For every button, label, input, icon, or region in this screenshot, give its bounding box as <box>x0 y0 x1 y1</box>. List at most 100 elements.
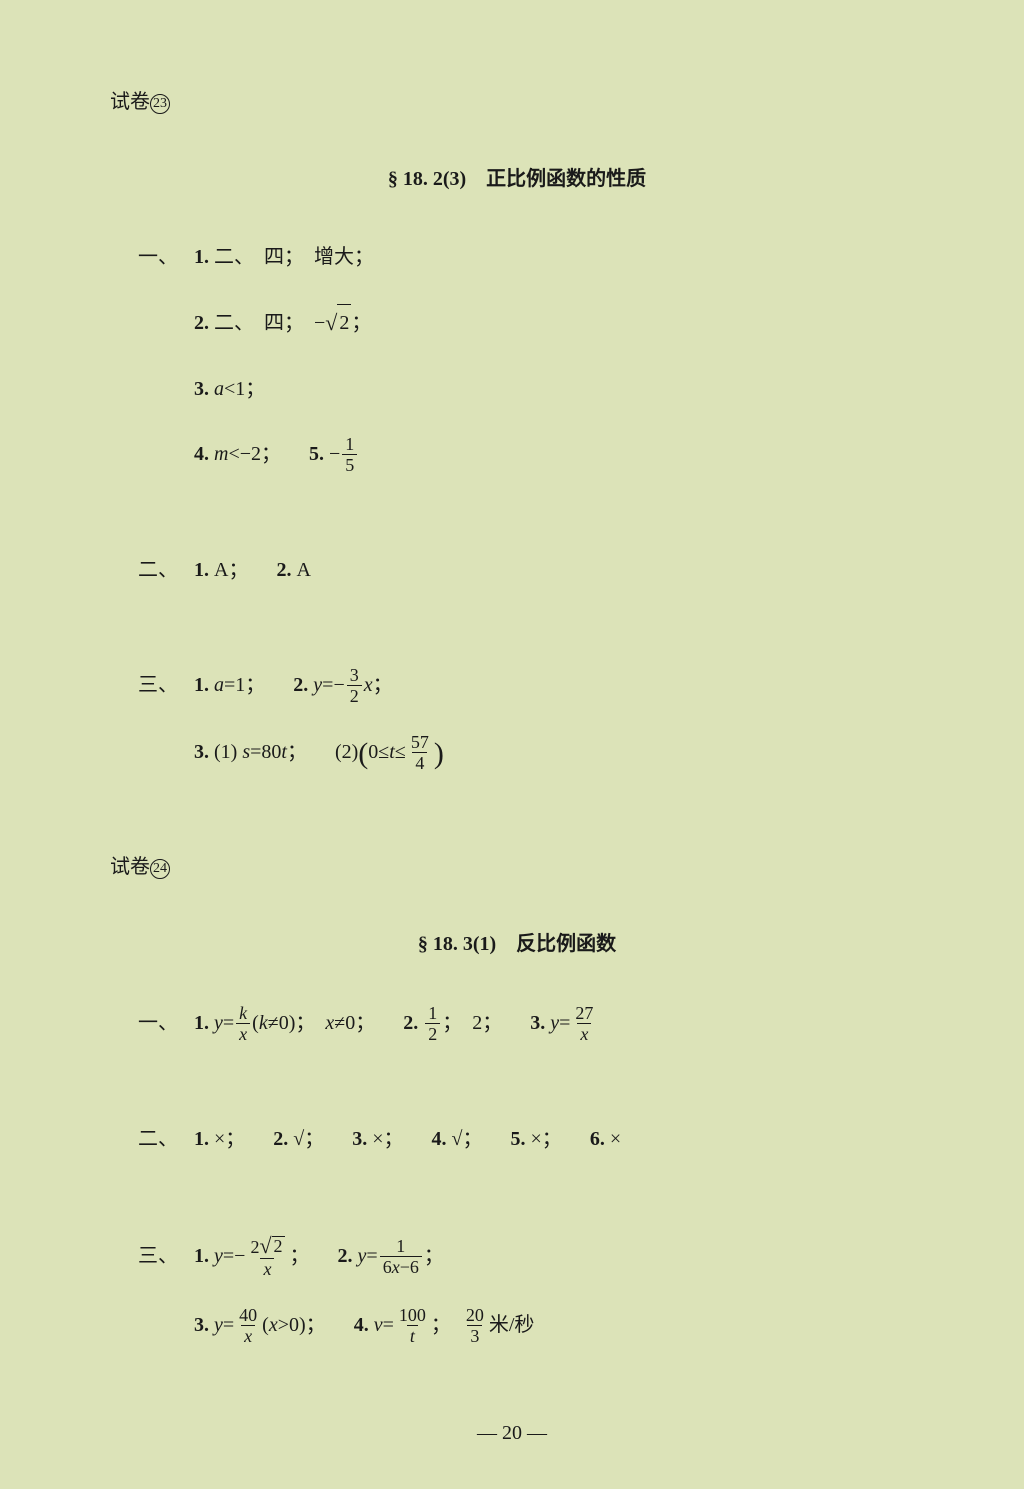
eq: =1； <box>224 667 265 703</box>
paper24-num: 24 <box>150 859 170 879</box>
ans: √； <box>452 1121 483 1157</box>
p23-s1-q3: 3. a<1； <box>138 371 924 407</box>
paper23-section3: 三、 1. a=1； 2. y=−32x； 3. (1) s=80t； (2)(… <box>110 666 924 772</box>
semi: ； <box>431 1307 451 1343</box>
ans: ×； <box>214 1121 245 1157</box>
eq: =80 <box>250 734 281 770</box>
eq: =− <box>322 667 345 703</box>
eq: = <box>223 1307 234 1343</box>
frac-num: 57 <box>408 733 432 752</box>
num: 2. <box>273 1121 288 1157</box>
var: m <box>214 436 228 472</box>
paper23-section1: 一、 1. 二、 四； 增大； 2. 二、 四； −√2； 3. a<1； 4.… <box>110 239 924 474</box>
sqrt-body: 2 <box>337 304 351 341</box>
p23-s2: 二、 1. A； 2. A <box>138 552 924 588</box>
eq: =− <box>223 1238 246 1274</box>
ans: 增大； <box>314 239 374 275</box>
paper23-header: 试卷23 <box>110 85 924 114</box>
ans: 四； <box>264 305 304 341</box>
den-x: x <box>392 1257 400 1277</box>
x: x <box>325 1005 334 1041</box>
frac-den: x <box>260 1258 274 1278</box>
label: 二、 <box>138 552 194 588</box>
y: y <box>214 1238 223 1274</box>
ans: ×； <box>372 1121 403 1157</box>
eq: = <box>223 1005 234 1041</box>
label: 二、 <box>138 1121 194 1157</box>
semi: ； <box>373 667 393 703</box>
num: 4. <box>432 1121 447 1157</box>
label: 三、 <box>138 1238 194 1274</box>
frac-den: x <box>236 1023 250 1043</box>
label: 一、 <box>138 239 194 275</box>
fraction: kx <box>236 1004 250 1043</box>
frac-den: 3 <box>467 1325 482 1345</box>
rparen: ) <box>434 739 444 769</box>
p23-s3-q1q2: 三、 1. a=1； 2. y=−32x； <box>138 666 924 705</box>
p24-s1: 一、 1. y=kx(k≠0)； x≠0； 2. 12； 2； 3. y=27x <box>138 1004 924 1043</box>
label: 三、 <box>138 667 194 703</box>
sqrt-body: 2 <box>272 1236 285 1255</box>
n2: 2 <box>250 1237 259 1257</box>
semi: ； <box>424 1238 444 1274</box>
frac-den: 2 <box>347 685 362 705</box>
num: 1. <box>194 667 209 703</box>
frac-num: 3 <box>347 666 362 685</box>
num: 2. <box>293 667 308 703</box>
frac-num: 1 <box>393 1237 408 1256</box>
paper23-prefix: 试卷 <box>110 91 150 113</box>
y: y <box>358 1238 367 1274</box>
num: 1. <box>194 1238 209 1274</box>
frac-num: 1 <box>342 435 357 454</box>
p24-s3-q1q2: 三、 1. y=−2√2x； 2. y=16x−6； <box>138 1235 924 1278</box>
lp: ( <box>262 1307 269 1343</box>
num: 3. <box>194 371 209 407</box>
zero: 0≤ <box>368 734 389 770</box>
paper24-header: 试卷24 <box>110 850 924 879</box>
ans: A <box>296 552 310 588</box>
num: 3. <box>194 734 209 770</box>
frac-num: 20 <box>463 1306 487 1325</box>
y: y <box>550 1005 559 1041</box>
sqrt: √2 <box>259 1235 284 1257</box>
ans: 二、 <box>214 239 254 275</box>
num: 2. <box>194 305 209 341</box>
page-number: — 20 — <box>0 1422 1024 1445</box>
fraction: 32 <box>347 666 362 705</box>
rel: <−2； <box>228 436 281 472</box>
xcond: ≠0； <box>334 1005 375 1041</box>
fraction: 27x <box>572 1004 596 1043</box>
num: 1. <box>194 552 209 588</box>
ans: √； <box>293 1121 324 1157</box>
eq: = <box>383 1307 394 1343</box>
semi: ； <box>287 734 307 770</box>
fraction: 100t <box>396 1306 429 1345</box>
p23-s1-q1: 一、 1. 二、 四； 增大； <box>138 239 924 275</box>
cond: ≠0)； <box>268 1005 316 1041</box>
paper23-num: 23 <box>150 94 170 114</box>
cond: >0)； <box>278 1307 326 1343</box>
paper24-section1: 一、 1. y=kx(k≠0)； x≠0； 2. 12； 2； 3. y=27x <box>110 1004 924 1043</box>
num: 4. <box>354 1307 369 1343</box>
rel: <1； <box>224 371 265 407</box>
num: 5. <box>511 1121 526 1157</box>
paper23-title: § 18. 2(3) 正比例函数的性质 <box>110 162 924 191</box>
part2: (2) <box>335 734 358 770</box>
num: 2. <box>338 1238 353 1274</box>
p24-s3-q3q4: 3. y=40x(x>0)； 4. v=100t； 203米/秒 <box>138 1306 924 1345</box>
num: 1. <box>194 1005 209 1041</box>
ans: ×； <box>531 1121 562 1157</box>
num: 1. <box>194 239 209 275</box>
s: s <box>242 734 250 770</box>
lp: ( <box>252 1005 259 1041</box>
frac-num: 100 <box>396 1306 429 1325</box>
neg: − <box>329 436 340 472</box>
y: y <box>214 1307 223 1343</box>
p23-s1-q2: 2. 二、 四； −√2； <box>138 303 924 343</box>
ans: 四； <box>264 239 304 275</box>
y: y <box>214 1005 223 1041</box>
x: x <box>269 1307 278 1343</box>
var: a <box>214 667 224 703</box>
paper23-section2: 二、 1. A； 2. A <box>110 552 924 588</box>
unit: 米/秒 <box>489 1307 535 1343</box>
